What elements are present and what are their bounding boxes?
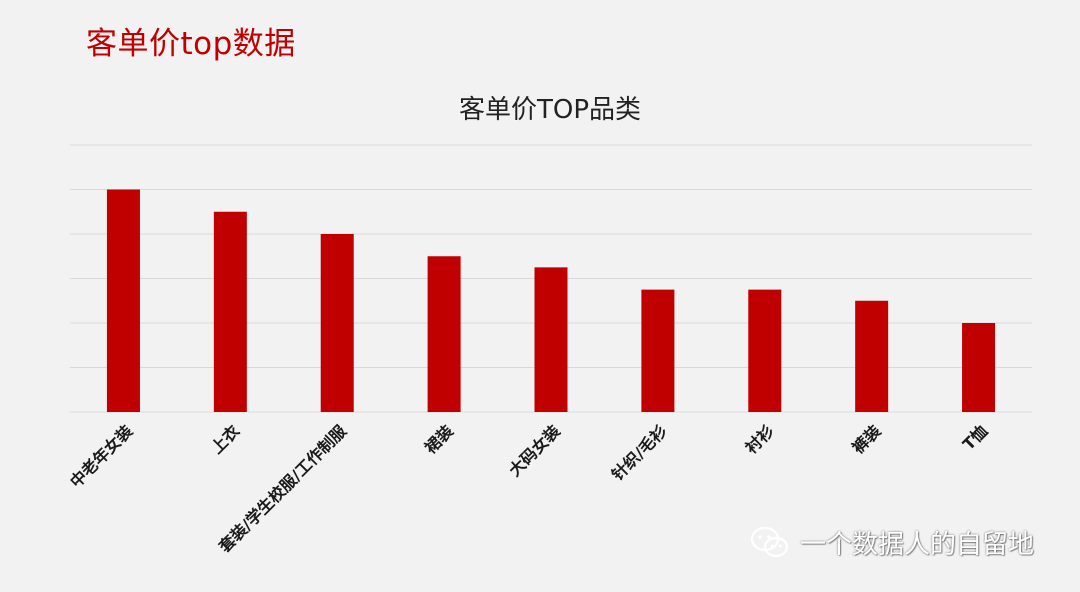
x-tick-label: T恤 [959, 421, 991, 453]
bar [427, 256, 461, 412]
wechat-icon [750, 526, 789, 557]
x-tick-label: 裤装 [848, 421, 884, 457]
watermark-text: 一个数据人的自留地 [800, 530, 1035, 560]
x-tick-label: 裙装 [421, 421, 457, 457]
bar [855, 300, 889, 412]
bar [106, 189, 140, 412]
watermark: 一个数据人的自留地 [750, 524, 1034, 561]
x-tick-label: 针织/毛衫 [608, 421, 671, 484]
x-tick-label: 大码女装 [505, 421, 564, 480]
bar [213, 211, 247, 412]
bars [106, 189, 996, 412]
page-title: 客单价top数据 [86, 26, 296, 62]
chart-title: 客单价TOP品类 [459, 95, 641, 125]
bar [748, 289, 782, 412]
x-tick-label: 上衣 [207, 421, 243, 457]
bar [962, 323, 996, 412]
x-tick-label: 中老年女装 [66, 421, 136, 491]
bar [320, 234, 354, 412]
bar [534, 267, 568, 412]
bar [641, 289, 675, 412]
x-tick-label: 衬衫 [742, 421, 778, 457]
